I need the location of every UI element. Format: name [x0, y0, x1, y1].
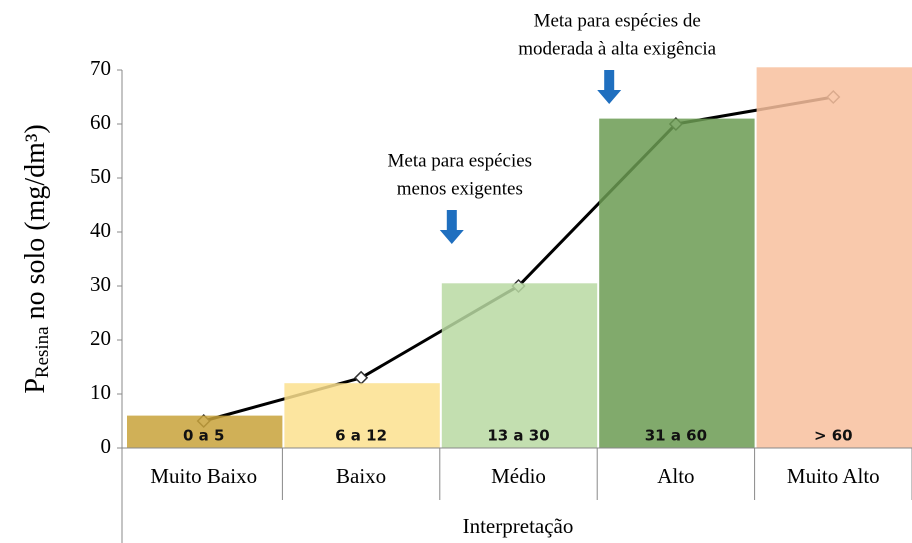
y-tick-label: 20 — [90, 326, 111, 350]
y-axis-label: PResina no solo (mg/dm³) — [20, 124, 53, 393]
x-tick-label: Muito Baixo — [150, 464, 257, 488]
y-tick-label: 50 — [90, 164, 111, 188]
bar-label: 13 a 30 — [487, 427, 549, 445]
annotation: Meta para espécies de — [534, 10, 701, 31]
y-tick-label: 0 — [101, 434, 112, 458]
y-tick-label: 10 — [90, 380, 111, 404]
y-label-main: P — [20, 378, 51, 394]
annotation: moderada à alta exigência — [518, 38, 716, 59]
bar — [756, 67, 912, 449]
x-tick-label: Alto — [657, 464, 694, 488]
y-label-sub: Resina — [32, 326, 53, 378]
annotation-arrow — [597, 70, 622, 104]
x-axis-label: Interpretação — [463, 514, 574, 538]
bar — [599, 118, 755, 448]
line-marker — [354, 370, 369, 385]
bar — [127, 415, 283, 448]
y-tick-label: 40 — [90, 218, 111, 242]
annotation-arrow — [439, 210, 464, 244]
bar-label: 6 a 12 — [335, 427, 387, 445]
bar-label: 31 a 60 — [645, 427, 707, 445]
y-label-rest: no solo (mg/dm³) — [20, 124, 51, 326]
bar — [284, 383, 440, 448]
y-tick-label: 30 — [90, 272, 111, 296]
annotation: menos exigentes — [397, 178, 523, 199]
bar-label: 0 a 5 — [183, 427, 224, 445]
bar-label: > 60 — [814, 427, 853, 445]
annotation: Meta para espécies — [388, 150, 533, 171]
y-tick-label: 60 — [90, 110, 111, 134]
x-tick-label: Muito Alto — [787, 464, 880, 488]
x-tick-label: Médio — [491, 464, 546, 488]
y-tick-label: 70 — [90, 56, 111, 80]
bar — [441, 283, 598, 448]
x-tick-label: Baixo — [336, 464, 386, 488]
